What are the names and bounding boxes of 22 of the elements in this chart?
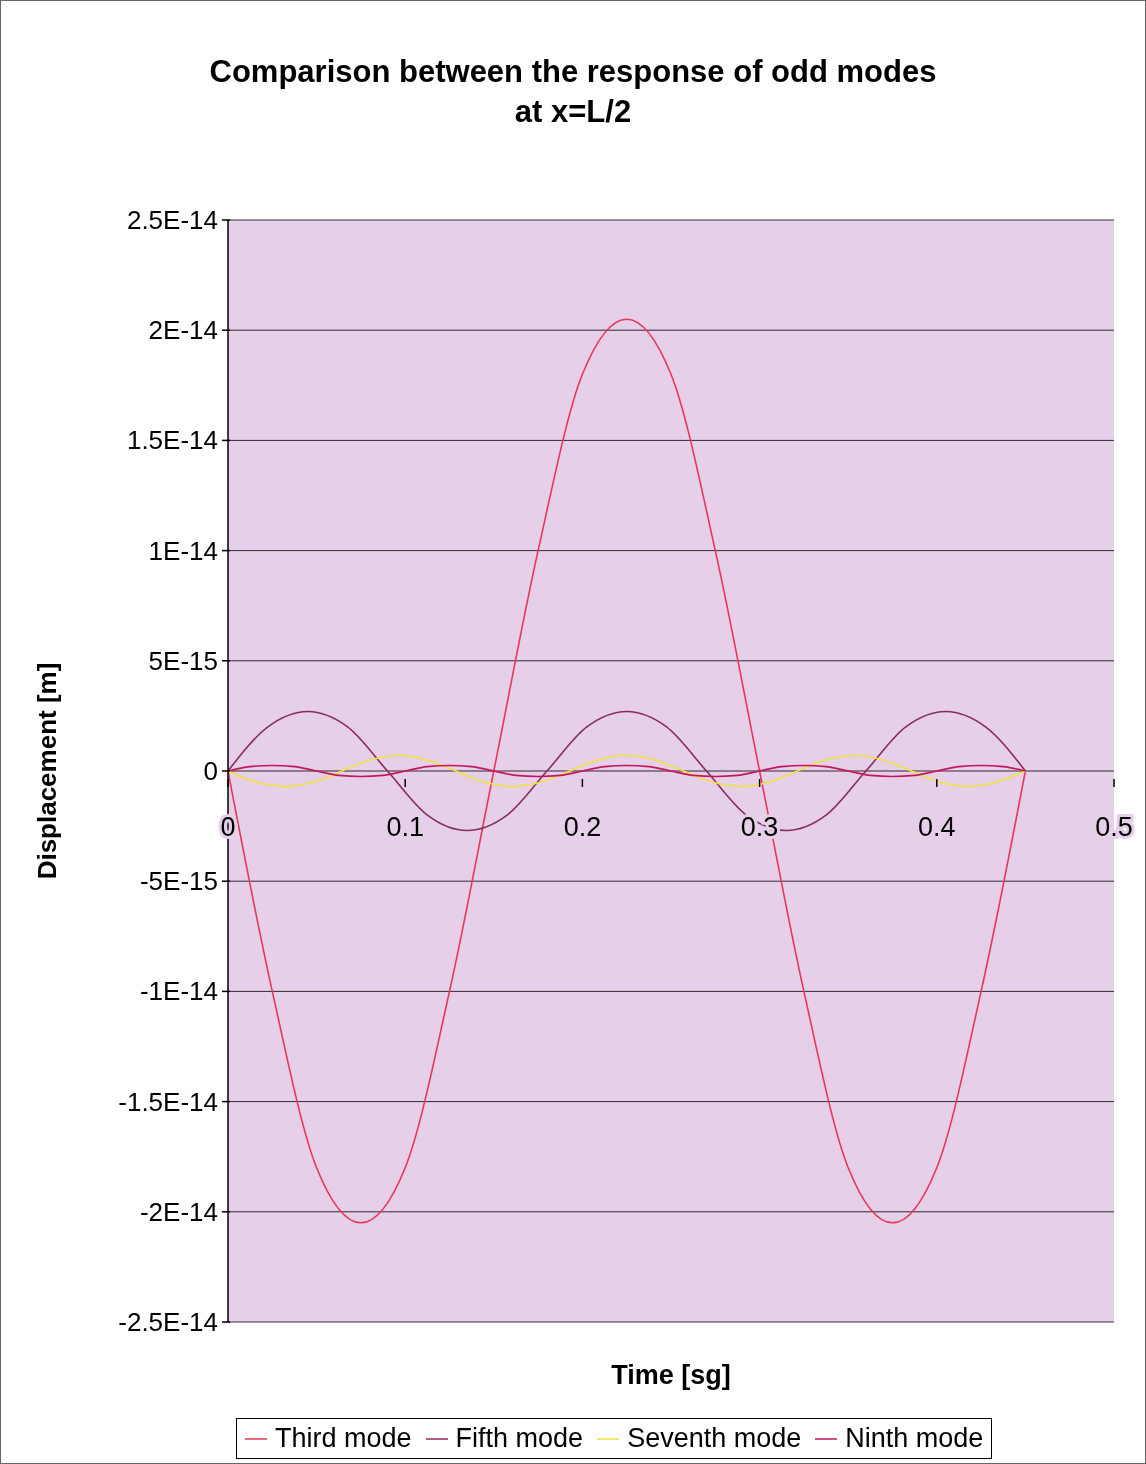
y-tick-label: 2.5E-14 <box>126 205 218 235</box>
y-tick-label: 5E-15 <box>148 645 218 676</box>
x-axis-title: Time [sg] <box>610 1360 732 1391</box>
legend-label: Ninth mode <box>845 1423 984 1454</box>
y-tick-label: -1E-14 <box>139 976 218 1007</box>
y-tick-label: 1E-14 <box>148 535 218 566</box>
y-axis-title: Displacement [m] <box>31 662 63 880</box>
y-tick-label: -2.5E-14 <box>118 1307 218 1337</box>
legend-label: Fifth mode <box>455 1423 584 1454</box>
y-tick-label: 1.5E-14 <box>126 425 218 456</box>
y-tick-label: -5E-15 <box>139 866 218 897</box>
y-tick-label: -2E-14 <box>139 1196 218 1227</box>
x-tick-label: 0.4 <box>918 812 956 842</box>
y-tick-label: -1.5E-14 <box>118 1086 218 1117</box>
x-tick-label: 0.5 <box>1095 812 1133 842</box>
legend-label: Seventh mode <box>627 1423 802 1454</box>
chart-title: Comparison between the response of odd modes at x=L/2 <box>208 53 938 131</box>
y-tick-label: 2E-14 <box>148 315 218 346</box>
legend-label: Third mode <box>275 1423 412 1454</box>
x-tick-label: 0.1 <box>386 812 424 842</box>
x-tick-label: 0.2 <box>563 812 602 842</box>
y-tick-label: 0 <box>203 756 218 786</box>
